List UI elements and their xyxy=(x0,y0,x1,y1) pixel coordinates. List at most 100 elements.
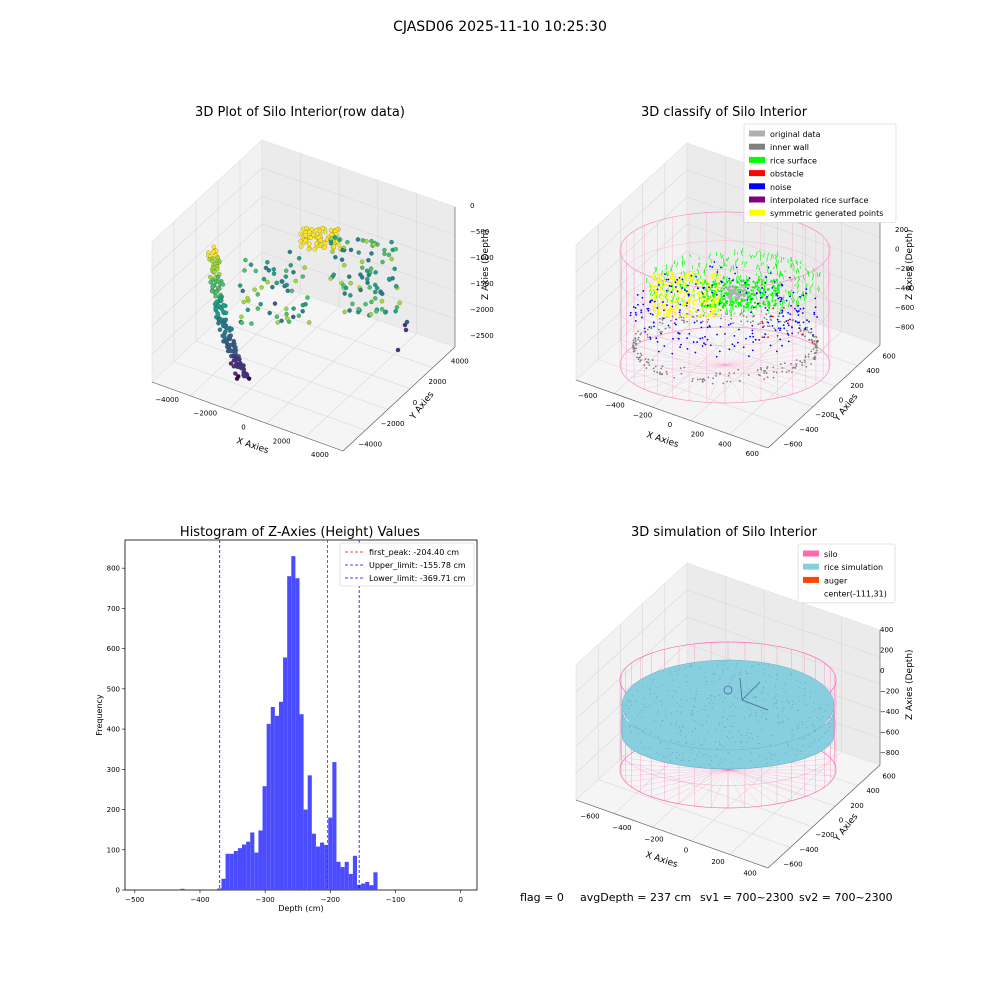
x-tick-label: −2000 xyxy=(193,410,217,418)
data-point xyxy=(807,355,810,358)
data-point xyxy=(243,257,248,263)
data-point xyxy=(322,241,328,246)
histogram-bar xyxy=(221,878,226,890)
data-point xyxy=(637,358,640,361)
data-point xyxy=(683,321,686,324)
surface-point xyxy=(809,695,812,698)
surface-point xyxy=(813,702,815,704)
x-tick-label: 600 xyxy=(746,450,759,458)
surface-point xyxy=(775,702,778,704)
grid-line xyxy=(642,318,836,387)
data-point xyxy=(696,273,700,276)
data-point xyxy=(727,324,730,326)
data-point xyxy=(720,266,722,269)
data-point xyxy=(397,300,402,306)
y-tick-label: 200 xyxy=(850,802,863,810)
silo-spoke xyxy=(621,364,726,372)
data-point xyxy=(755,304,757,311)
surface-point xyxy=(680,745,682,747)
data-point xyxy=(802,307,805,310)
data-point xyxy=(702,314,705,317)
surface-point xyxy=(734,741,736,743)
data-point xyxy=(712,305,715,308)
data-point xyxy=(328,227,334,233)
data-point xyxy=(693,321,696,324)
data-point xyxy=(774,254,778,258)
data-point xyxy=(341,283,346,288)
surface-point xyxy=(682,725,684,727)
data-point xyxy=(743,308,745,313)
surface-point xyxy=(797,695,799,698)
surface-point xyxy=(721,761,723,763)
y-tick-label: 700 xyxy=(107,605,120,613)
data-point xyxy=(300,274,305,279)
data-point xyxy=(689,309,692,313)
data-point xyxy=(676,261,679,268)
data-point xyxy=(688,300,691,303)
data-point xyxy=(679,367,682,370)
surface-point xyxy=(824,710,826,712)
data-point xyxy=(667,315,670,318)
data-point xyxy=(707,376,710,379)
data-point xyxy=(223,310,229,316)
surface-point xyxy=(710,759,712,761)
legend-swatch xyxy=(749,196,765,203)
data-point xyxy=(746,320,749,323)
data-point xyxy=(790,304,792,307)
data-point xyxy=(328,236,334,241)
surface-point xyxy=(704,705,706,707)
surface-point xyxy=(708,702,710,704)
legend-swatch xyxy=(803,550,819,557)
data-point xyxy=(749,300,752,304)
data-point xyxy=(721,254,724,259)
data-point xyxy=(671,273,674,277)
legend-swatch xyxy=(749,143,765,150)
silo-spoke xyxy=(625,769,729,782)
surface-point xyxy=(709,764,711,766)
data-point xyxy=(688,332,691,335)
surface-point xyxy=(719,678,721,680)
data-point xyxy=(719,309,722,312)
legend-label: silo xyxy=(824,550,838,559)
legend-swatch xyxy=(749,156,765,163)
silo-spoke xyxy=(631,769,729,788)
data-point xyxy=(664,292,667,296)
surface-point xyxy=(766,718,768,720)
data-point xyxy=(794,320,797,323)
data-point xyxy=(783,257,785,260)
x-tick-label: −500 xyxy=(125,896,144,904)
data-point xyxy=(765,276,768,278)
data-point xyxy=(796,304,799,308)
y-tick-label: 600 xyxy=(882,352,895,360)
data-point xyxy=(754,294,758,300)
data-point xyxy=(708,253,712,259)
data-point xyxy=(213,290,219,295)
data-point xyxy=(291,269,296,275)
surface-point xyxy=(718,764,720,766)
data-point xyxy=(671,305,674,308)
data-point xyxy=(666,304,668,307)
surface-point xyxy=(641,717,643,719)
data-point xyxy=(337,237,342,242)
data-point xyxy=(703,311,706,315)
data-point xyxy=(802,321,805,324)
data-point xyxy=(237,357,242,362)
data-point xyxy=(637,338,640,341)
histogram-bar xyxy=(348,873,353,890)
data-point xyxy=(298,231,303,237)
data-point xyxy=(662,301,664,303)
data-point xyxy=(723,275,726,280)
surface-point xyxy=(736,697,739,699)
histogram-bar xyxy=(274,715,279,890)
silo-spoke xyxy=(724,358,829,366)
data-point xyxy=(270,284,275,290)
figure-title: CJASD06 2025-11-10 10:25:30 xyxy=(393,19,607,35)
surface-point xyxy=(763,663,765,665)
surface-point xyxy=(730,762,732,764)
data-point xyxy=(665,283,669,287)
surface-point xyxy=(791,745,793,748)
y-tick-label: −2000 xyxy=(381,420,405,428)
data-point xyxy=(734,272,737,275)
